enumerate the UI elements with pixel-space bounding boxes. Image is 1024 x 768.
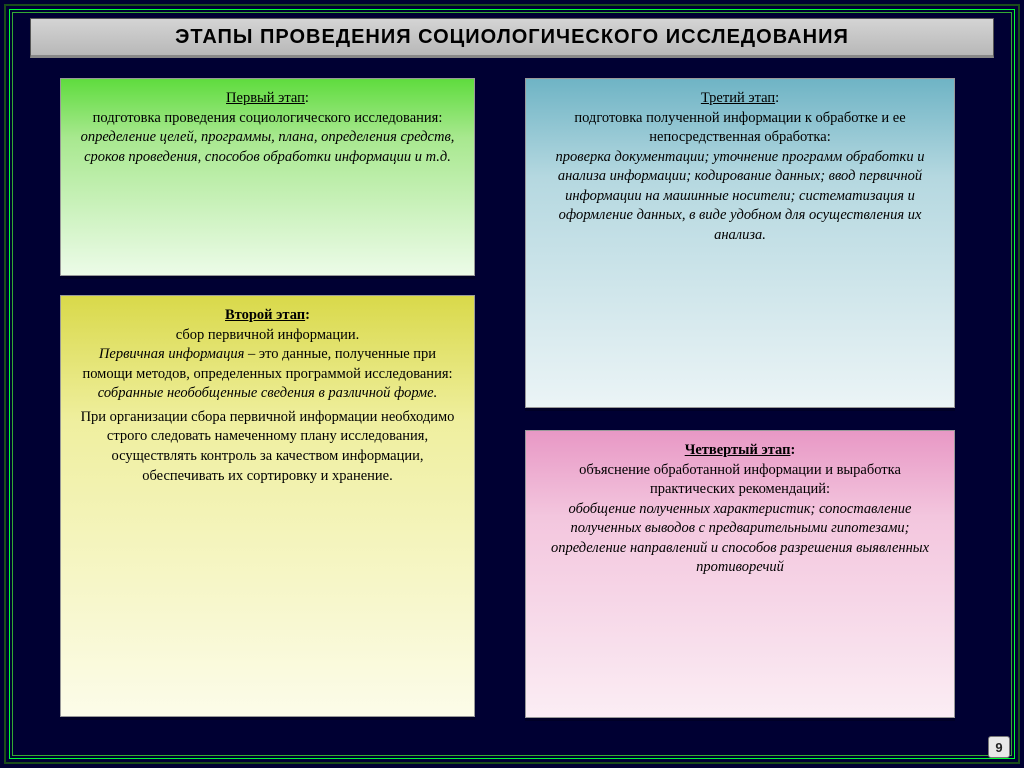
slide-title: ЭТАПЫ ПРОВЕДЕНИЯ СОЦИОЛОГИЧЕСКОГО ИССЛЕД…: [30, 18, 994, 58]
page-number: 9: [995, 740, 1002, 755]
stage-card-2: Второй этап: сбор первичной информации. …: [60, 295, 475, 717]
stage-card-4: Четвертый этап: объяснение обработанной …: [525, 430, 955, 718]
stage3-subtitle: подготовка полученной информации к обраб…: [538, 109, 942, 148]
stage1-title: Первый этап:: [73, 89, 462, 109]
stage4-body: обобщение полученных характеристик; сопо…: [538, 500, 942, 578]
stage2-subtitle: сбор первичной информации.: [73, 326, 462, 346]
stage-card-1: Первый этап: подготовка проведения социо…: [60, 78, 475, 276]
stage2-title-label: Второй этап: [225, 307, 305, 323]
stage4-title: Четвертый этап:: [538, 441, 942, 461]
stage2-title: Второй этап:: [73, 306, 462, 326]
stage1-subtitle: подготовка проведения социологического и…: [73, 109, 462, 129]
stage-card-3: Третий этап: подготовка полученной инфор…: [525, 78, 955, 408]
stage1-title-label: Первый этап: [226, 90, 305, 106]
stage3-title-label: Третий этап: [701, 90, 775, 106]
slide-title-text: ЭТАПЫ ПРОВЕДЕНИЯ СОЦИОЛОГИЧЕСКОГО ИССЛЕД…: [175, 26, 849, 49]
stage2-body2: При организации сбора первичной информац…: [73, 408, 462, 486]
stage4-subtitle: объяснение обработанной информации и выр…: [538, 461, 942, 500]
stage4-title-label: Четвертый этап: [685, 442, 791, 458]
page-number-badge: 9: [988, 736, 1010, 758]
stage2-def-italic: собранные необобщенные сведения в различ…: [98, 385, 437, 401]
stage2-definition: Первичная информация – это данные, получ…: [73, 345, 462, 404]
stage3-title: Третий этап:: [538, 89, 942, 109]
stage2-def-label: Первичная информация: [99, 346, 245, 362]
stage1-body: определение целей, программы, плана, опр…: [73, 128, 462, 167]
stage3-body: проверка документации; уточнение програм…: [538, 148, 942, 246]
